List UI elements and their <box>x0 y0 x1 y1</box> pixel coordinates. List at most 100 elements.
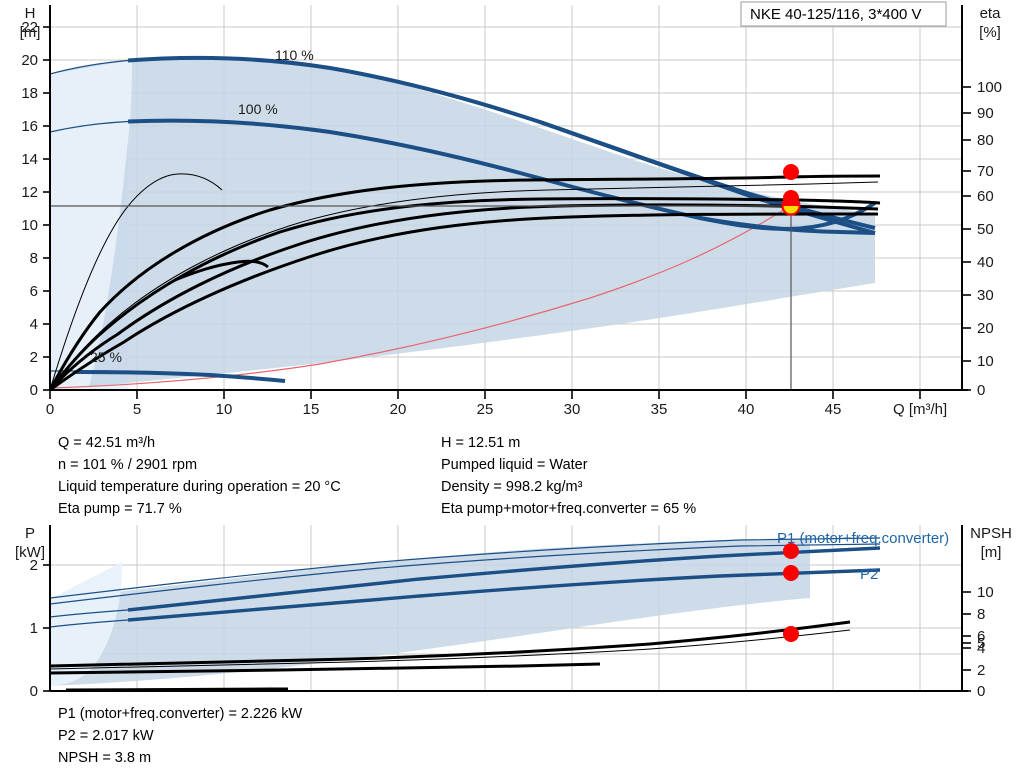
duty-point-ring <box>781 196 801 216</box>
series-label-p1: P1 (motor+freq.converter) <box>777 530 949 547</box>
eta-tick-30: 30 <box>977 287 994 304</box>
operating-envelope <box>50 56 875 389</box>
power-npsh-chart: 0 1 2 P [kW] 0 2 4 5 6 8 10 NPSH [m] P1 … <box>15 525 1012 700</box>
head-efficiency-chart: 0 2 4 6 8 10 12 14 16 18 20 22 H [m] 0 5… <box>20 1 1002 418</box>
npsh-curve-top <box>50 205 791 389</box>
eta-tick-90: 90 <box>977 105 994 122</box>
head-tick-18: 18 <box>21 85 38 102</box>
eta-axis-title-1: eta <box>980 5 1002 22</box>
power-info: P1 (motor+freq.converter) = 2.226 kW P2 … <box>58 703 302 769</box>
npsh-tick-10: 10 <box>977 584 994 601</box>
q-tick-5: 5 <box>133 401 141 418</box>
envelope-inner-light <box>50 60 132 390</box>
npsh-curve-bottom <box>50 620 851 668</box>
operating-info-left: Q = 42.51 m³/h n = 101 % / 2901 rpm Liqu… <box>58 432 341 520</box>
head-tick-12: 12 <box>21 184 38 201</box>
eta-curve-25 <box>50 173 223 390</box>
head-tick-22: 22 <box>21 19 38 36</box>
p1-envelope-upper <box>50 537 881 599</box>
eta-curve-variant-a <box>50 181 879 390</box>
power-curve-25 <box>65 687 288 691</box>
duty-point-markers-bottom <box>783 543 799 642</box>
q-tick-20: 20 <box>390 401 407 418</box>
p1-curve-left-thin <box>50 609 129 618</box>
operating-info-right: H = 12.51 m Pumped liquid = Water Densit… <box>441 432 696 520</box>
head-tick-20: 20 <box>21 52 38 69</box>
series-label-p2: P2 <box>860 566 878 583</box>
head-curve-25 <box>75 370 286 383</box>
head-tick-8: 8 <box>30 250 38 267</box>
q-tick-0: 0 <box>46 401 54 418</box>
power-axis-title-2: [kW] <box>15 544 45 561</box>
eta-axis-title-2: [%] <box>979 24 1001 41</box>
duty-point-npsh <box>783 626 799 642</box>
head-curve-100-tail <box>699 216 876 235</box>
flow-axis-title: Q [m³/h] <box>893 401 947 418</box>
head-curve-100-steep <box>539 120 876 230</box>
q-tick-45: 45 <box>825 401 842 418</box>
eta-tick-40: 40 <box>977 254 994 271</box>
eta-curve-variant-b <box>50 203 879 390</box>
q-tick-25: 25 <box>477 401 494 418</box>
npsh-curve-variant <box>50 662 601 675</box>
info-q: Q = 42.51 m³/h <box>58 435 156 451</box>
info-eta-pump: Eta pump = 71.7 % <box>58 501 182 517</box>
info-p2: P2 = 2.017 kW <box>58 728 154 744</box>
npsh-axis-ticks: 0 2 4 5 6 8 10 <box>962 584 994 700</box>
power-envelope-light <box>50 562 122 686</box>
eta-curve-variant-c <box>50 212 878 390</box>
eta-tick-50: 50 <box>977 221 994 238</box>
duty-point-head-upper <box>783 198 799 206</box>
eta-tick-60: 60 <box>977 188 994 205</box>
head-tick-6: 6 <box>30 283 38 300</box>
npsh-tick-0: 0 <box>977 683 985 700</box>
info-density: Density = 998.2 kg/m³ <box>441 479 583 495</box>
power-envelope <box>50 538 810 686</box>
head-curve-110-thin <box>50 59 129 75</box>
npsh-curve-thin <box>50 629 851 670</box>
npsh-tick-8: 8 <box>977 606 985 623</box>
eta-tick-100: 100 <box>977 79 1002 96</box>
info-liquid-temp: Liquid temperature during operation = 20… <box>58 479 341 495</box>
duty-point-p2 <box>783 565 799 581</box>
info-pumped-liquid: Pumped liquid = Water <box>441 457 588 473</box>
npsh-axis-title-1: NPSH <box>970 525 1012 542</box>
info-eta-total: Eta pump+motor+freq.converter = 65 % <box>441 501 697 517</box>
power-axis-title-1: P <box>25 525 35 542</box>
p1-envelope-upper-2 <box>50 543 881 605</box>
npsh-axis-title-2: [m] <box>981 544 1002 561</box>
p-tick-0: 0 <box>30 683 38 700</box>
npsh-tick-4: 4 <box>977 640 985 657</box>
eta-tick-70: 70 <box>977 163 994 180</box>
power-axis-ticks: 0 1 2 <box>30 557 50 700</box>
q-tick-40: 40 <box>738 401 755 418</box>
head-axis-title-2: [m] <box>20 24 41 41</box>
eta-curve-kink <box>174 259 269 282</box>
pump-title-box <box>740 1 947 27</box>
head-tick-16: 16 <box>21 118 38 135</box>
info-speed: n = 101 % / 2901 rpm <box>58 457 198 473</box>
eta-tick-10: 10 <box>977 353 994 370</box>
head-tick-0: 0 <box>30 382 38 399</box>
head-axis-ticks: 0 2 4 6 8 10 12 14 16 18 20 22 <box>21 19 50 399</box>
info-p1: P1 (motor+freq.converter) = 2.226 kW <box>58 706 303 722</box>
head-tick-10: 10 <box>21 217 38 234</box>
head-tick-4: 4 <box>30 316 38 333</box>
npsh-tick-5: 5 <box>977 635 985 652</box>
p-tick-1: 1 <box>30 620 38 637</box>
head-axis-title-1: H <box>25 5 36 22</box>
p-tick-2: 2 <box>30 557 38 574</box>
duty-point-p1 <box>783 543 799 559</box>
info-h: H = 12.51 m <box>441 435 521 451</box>
q-tick-10: 10 <box>216 401 233 418</box>
q-tick-35: 35 <box>651 401 668 418</box>
q-tick-30: 30 <box>564 401 581 418</box>
duty-point-eta-pump <box>783 164 799 180</box>
npsh-tick-6: 6 <box>977 628 985 645</box>
curve-label-25: 25 % <box>90 349 122 365</box>
q-tick-15: 15 <box>303 401 320 418</box>
pump-title-label: NKE 40-125/116, 3*400 V <box>750 6 922 23</box>
head-curve-110 <box>127 56 876 235</box>
eta-tick-20: 20 <box>977 320 994 337</box>
